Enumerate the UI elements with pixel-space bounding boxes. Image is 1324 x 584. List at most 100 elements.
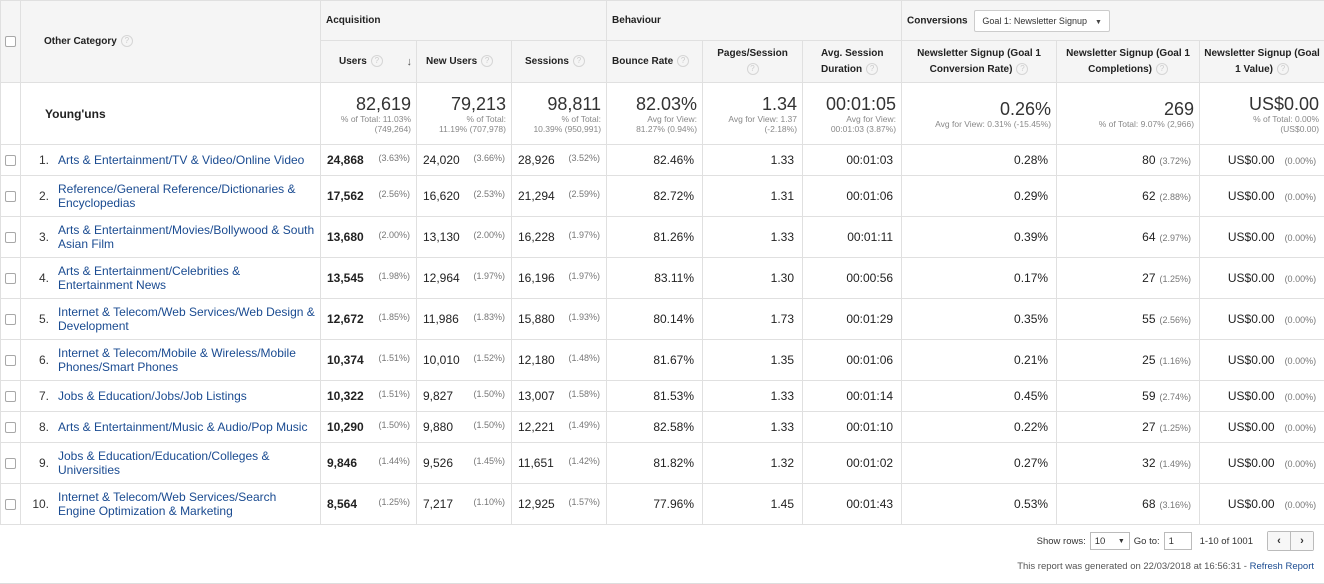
help-icon[interactable]: ? (1276, 62, 1289, 75)
col-users-header[interactable]: Users? ↓ (320, 40, 417, 83)
row-checkbox-cell (0, 380, 21, 412)
summary-pages-sub2: (-2.18%) (764, 123, 798, 134)
select-all-checkbox[interactable] (5, 35, 16, 47)
summary-duration-sub1: Avg for View: (846, 113, 897, 124)
completions-value: 32 (1142, 456, 1156, 470)
category-link[interactable]: Arts & Entertainment/Music & Audio/Pop M… (58, 420, 308, 435)
new-users-cell: 24,020 (3.66%) (416, 144, 512, 176)
bounce-rate-cell: 82.46% (606, 144, 704, 176)
help-icon[interactable]: ? (677, 54, 690, 67)
row-checkbox[interactable] (5, 155, 16, 167)
show-rows-select[interactable]: 10 ▼ (1089, 532, 1130, 550)
category-link[interactable]: Arts & Entertainment/TV & Video/Online V… (58, 153, 305, 168)
duration-cell: 00:01:03 (802, 144, 903, 176)
next-page-button[interactable]: › (1290, 532, 1313, 550)
completions-value: 80 (1142, 153, 1156, 167)
col-new-users-header[interactable]: New Users? (416, 40, 512, 83)
col-value-header[interactable]: Newsletter Signup (Goal 1 Value)? (1199, 40, 1324, 83)
category-link[interactable]: Internet & Telecom/Web Services/Search E… (58, 490, 277, 518)
category-link[interactable]: Reference/General Reference/Dictionaries… (58, 182, 296, 210)
dimension-header[interactable]: Other Category? (20, 0, 321, 83)
col-completions-header[interactable]: Newsletter Signup (Goal 1 Completions)? (1056, 40, 1201, 83)
row-checkbox[interactable] (5, 191, 16, 203)
users-cell: 9,846 (1.44%) (320, 442, 417, 484)
table-row: 10. Internet & Telecom/Web Services/Searc… (0, 483, 1324, 525)
users-pct: (1.50%) (378, 420, 410, 430)
completions-cell: 59 (2.74%) (1056, 380, 1201, 412)
goto-input[interactable]: 1 (1163, 532, 1192, 550)
goal-value-value: US$0.00 (1227, 353, 1275, 367)
col-conv-rate-header[interactable]: Newsletter Signup (Goal 1 Conversion Rat… (901, 40, 1058, 83)
help-icon[interactable]: ? (746, 62, 759, 75)
bounce-rate-cell: 77.96% (606, 483, 704, 525)
bounce-rate-cell: 82.72% (606, 175, 704, 217)
col-sessions-header[interactable]: Sessions? (510, 40, 608, 83)
sessions-value: 12,925 (518, 497, 555, 511)
duration-cell: 00:01:06 (802, 175, 903, 217)
sort-desc-icon[interactable]: ↓ (406, 55, 413, 68)
summary-new-users: 79,213 % of Total: 11.19% (707,978) (416, 82, 512, 145)
row-checkbox[interactable] (5, 422, 16, 434)
pages-session-cell: 1.33 (702, 411, 804, 443)
prev-page-button[interactable]: ‹ (1268, 532, 1290, 550)
category-link[interactable]: Jobs & Education/Jobs/Job Listings (58, 389, 247, 404)
col-bounce-header[interactable]: Bounce Rate? (606, 40, 704, 83)
pages-session-cell: 1.31 (702, 175, 804, 217)
users-pct: (2.56%) (378, 189, 410, 199)
goal-select-dropdown[interactable]: Goal 1: Newsletter Signup ▼ (974, 9, 1110, 32)
table-row: 4. Arts & Entertainment/Celebrities & Ent… (0, 257, 1324, 299)
category-link[interactable]: Internet & Telecom/Mobile & Wireless/Mob… (58, 346, 296, 374)
duration-cell: 00:01:06 (802, 339, 903, 381)
conv-rate-cell: 0.45% (901, 380, 1058, 412)
conv-rate-cell: 0.27% (901, 442, 1058, 484)
row-checkbox[interactable] (5, 355, 16, 367)
category-link[interactable]: Internet & Telecom/Web Services/Web Desi… (58, 305, 315, 333)
completions-pct: (1.25%) (1159, 274, 1192, 284)
help-icon[interactable]: ? (1016, 62, 1029, 75)
new-users-value: 16,620 (423, 189, 460, 203)
sessions-cell: 28,926 (3.52%) (510, 144, 608, 176)
pager: ‹ › (1267, 531, 1314, 551)
completions-value: 64 (1142, 230, 1156, 244)
category-link[interactable]: Jobs & Education/Education/Colleges & Un… (58, 449, 270, 477)
row-checkbox[interactable] (5, 314, 16, 326)
completions-pct: (1.25%) (1159, 423, 1192, 433)
col-duration-header[interactable]: Avg. Session Duration? (802, 40, 903, 83)
new-users-cell: 9,827 (1.50%) (416, 380, 512, 412)
help-icon[interactable]: ? (370, 54, 383, 67)
users-pct: (1.85%) (378, 312, 410, 322)
col-pages-header[interactable]: Pages/Session? (702, 40, 804, 83)
row-checkbox[interactable] (5, 391, 16, 403)
row-checkbox-cell (0, 144, 21, 176)
summary-new-users-sub1: % of Total: (466, 113, 506, 124)
users-value: 10,290 (327, 420, 364, 434)
refresh-report-link[interactable]: Refresh Report (1249, 561, 1314, 572)
completions-pct: (2.56%) (1159, 315, 1192, 325)
row-checkbox[interactable] (5, 273, 16, 285)
sessions-value: 15,880 (518, 312, 555, 326)
summary-empty-cell (0, 82, 21, 145)
goal-value-cell: US$0.00 (0.00%) (1199, 483, 1324, 525)
category-link[interactable]: Arts & Entertainment/Celebrities & Enter… (58, 264, 241, 292)
summary-pages-sub1: Avg for View: 1.37 (728, 113, 798, 124)
users-value: 10,322 (327, 389, 364, 403)
goal-value-value: US$0.00 (1227, 497, 1275, 511)
row-checkbox[interactable] (5, 458, 16, 470)
goal-value-value: US$0.00 (1227, 456, 1275, 470)
col-conv-rate-label: Newsletter Signup (Goal 1 Conversion Rat… (917, 47, 1041, 75)
row-checkbox[interactable] (5, 232, 16, 244)
row-index: 9. (38, 456, 49, 470)
new-users-cell: 9,880 (1.50%) (416, 411, 512, 443)
users-pct: (1.25%) (378, 497, 410, 507)
report-table: Other Category? Acquisition Behaviour Co… (0, 0, 1324, 525)
new-users-pct: (1.45%) (473, 456, 505, 466)
category-link[interactable]: Arts & Entertainment/Movies/Bollywood & … (58, 223, 315, 251)
help-icon[interactable]: ? (866, 62, 879, 75)
help-icon[interactable]: ? (120, 34, 133, 47)
row-checkbox[interactable] (5, 499, 16, 511)
help-icon[interactable]: ? (1155, 62, 1168, 75)
help-icon[interactable]: ? (481, 54, 494, 67)
goal-value-pct: (0.00%) (1284, 356, 1317, 366)
sessions-cell: 12,221 (1.49%) (510, 411, 608, 443)
help-icon[interactable]: ? (572, 54, 585, 67)
